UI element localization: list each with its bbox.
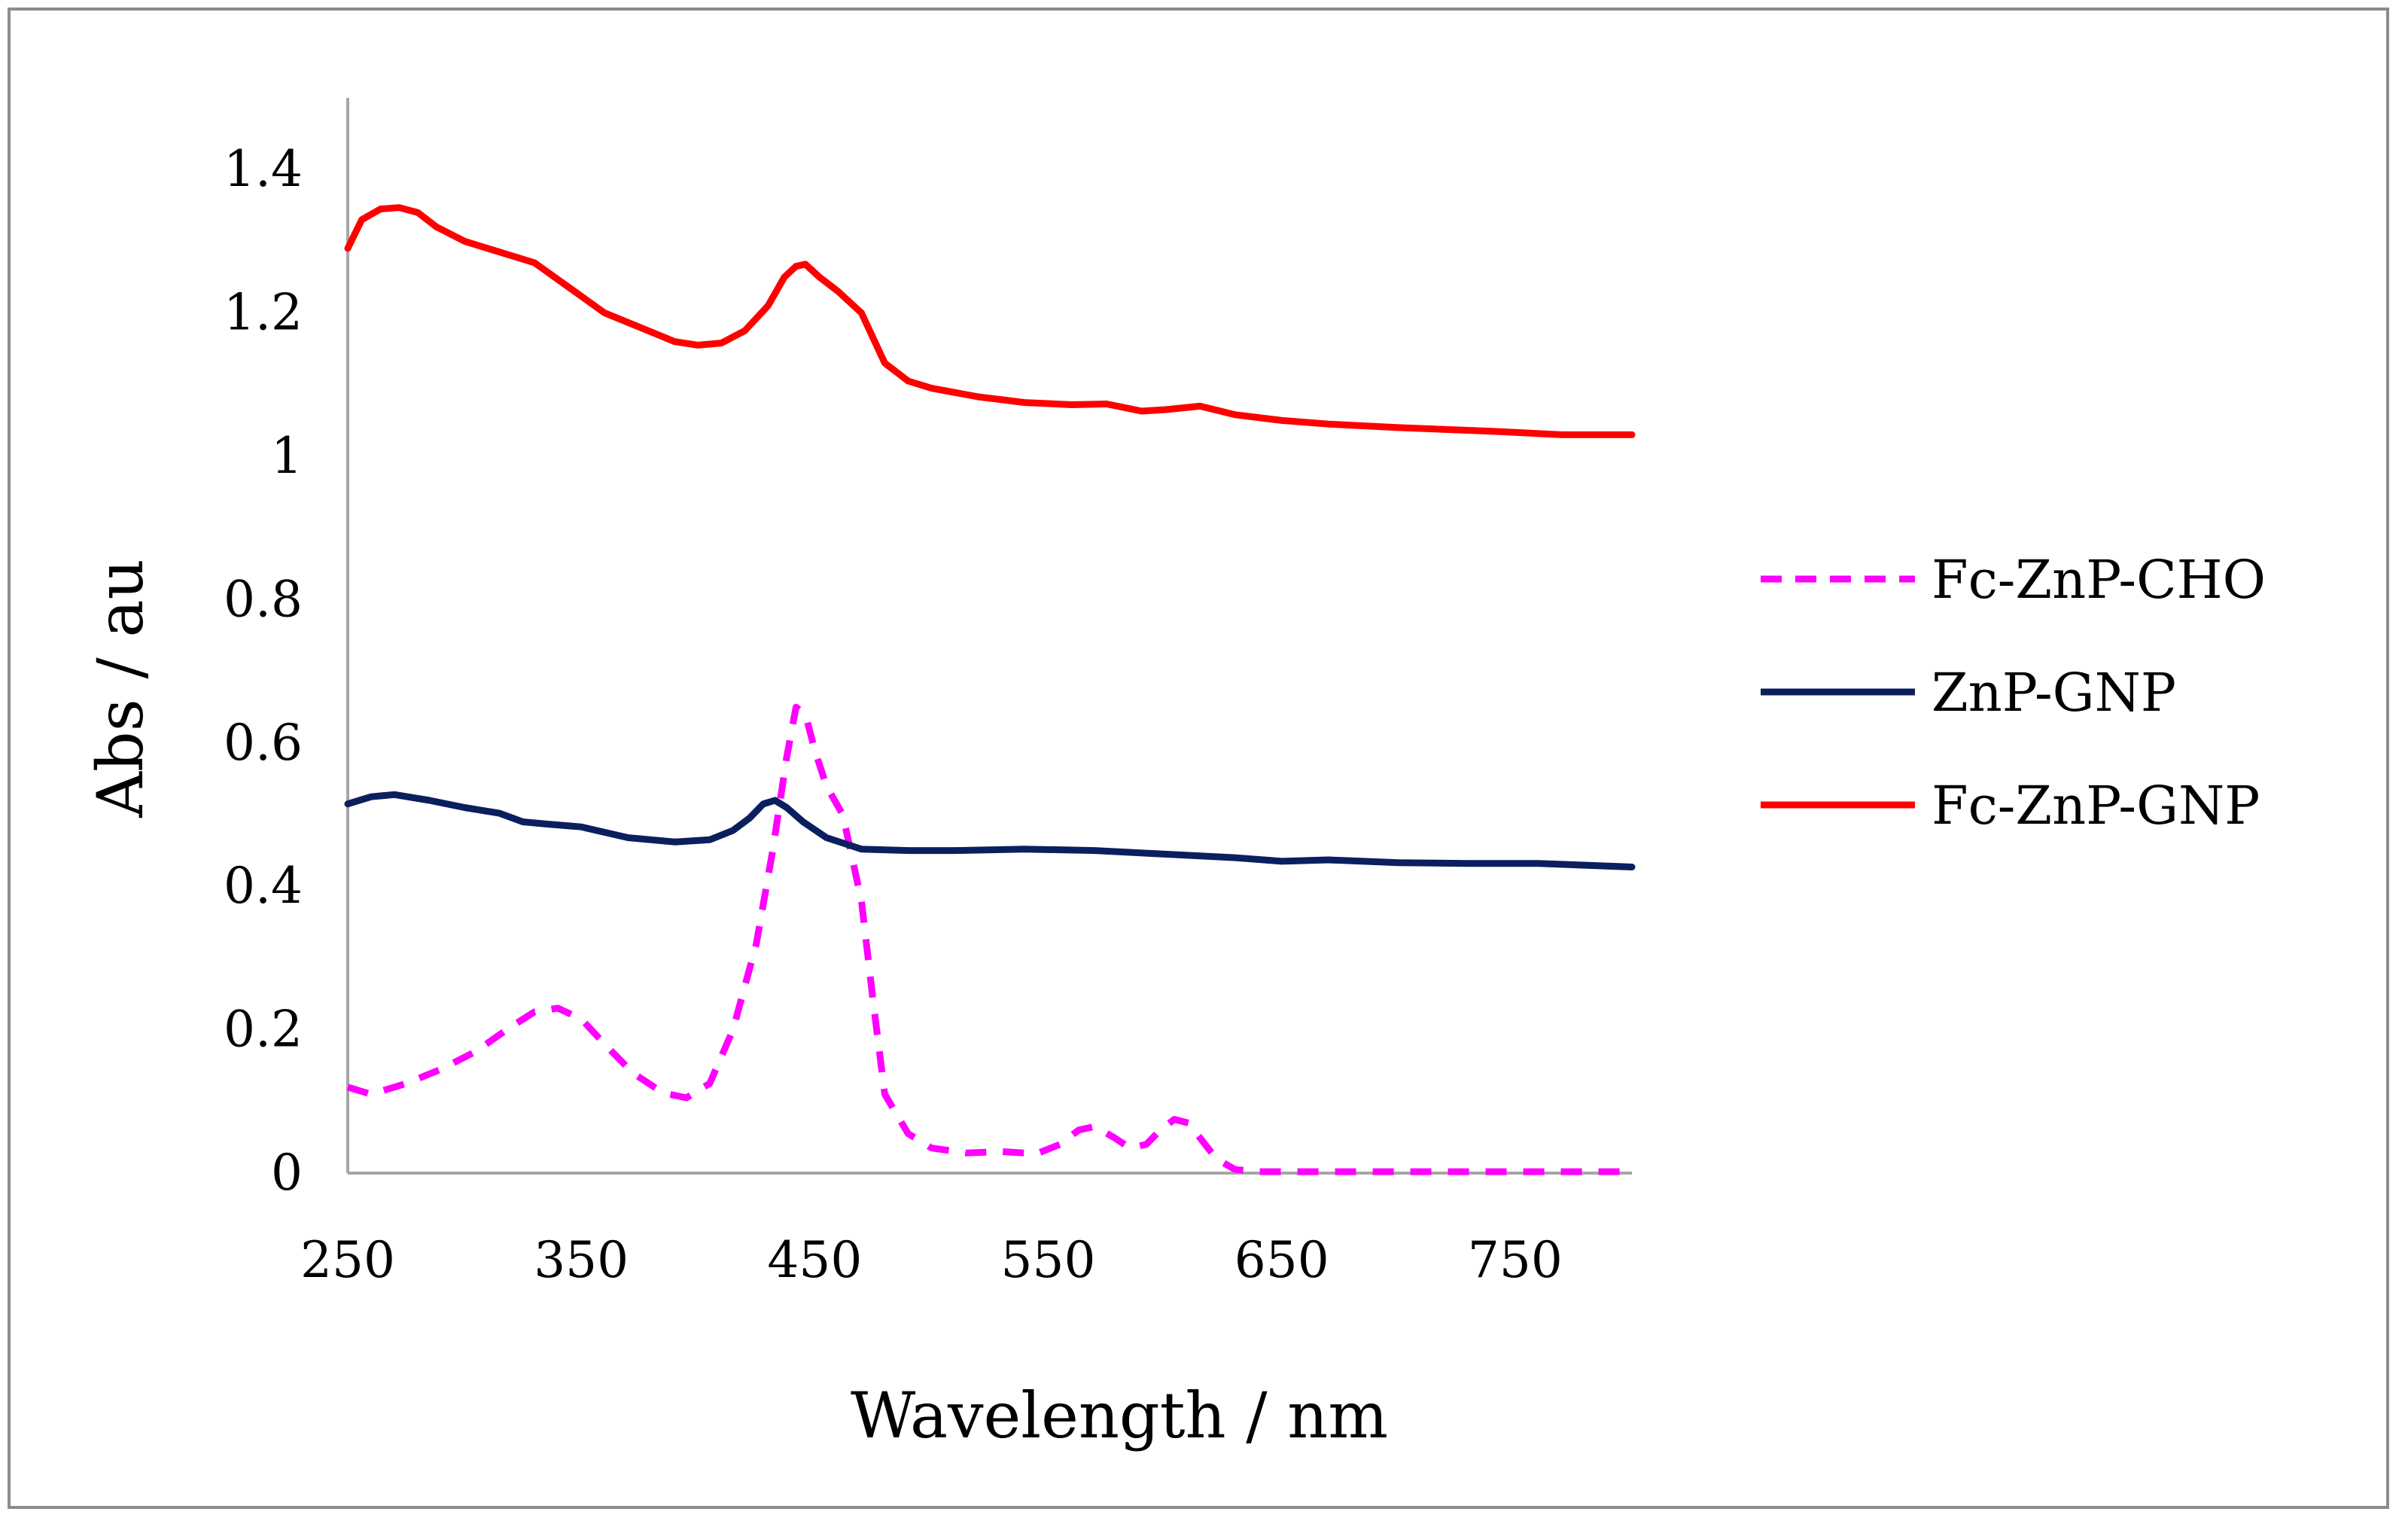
y-tick-label: 0.4 (224, 857, 303, 915)
y-tick-label: 1.2 (224, 284, 303, 342)
y-axis-title: Abs / au (84, 559, 157, 818)
y-tick-label: 1.4 (224, 140, 303, 198)
series-line-fc-znp-cho (346, 703, 1632, 1175)
x-tick-label: 650 (1234, 1231, 1329, 1289)
y-tick-label: 0.6 (224, 714, 303, 772)
x-tick-label: 550 (1001, 1231, 1096, 1289)
x-axis-title: Wavelength / nm (851, 1379, 1388, 1452)
y-tick-label: 1 (271, 427, 303, 485)
x-tick-label: 350 (534, 1231, 629, 1289)
legend-label-znp-gnp: ZnP-GNP (1932, 662, 2176, 724)
series-line-fc-znp-gnp (344, 204, 1636, 438)
x-tick-label: 750 (1468, 1231, 1563, 1289)
series-layer (344, 204, 1636, 1175)
y-tick-label: 0.2 (224, 1001, 303, 1059)
x-tick-label: 450 (767, 1231, 862, 1289)
axes: 0 0.2 0.4 0.6 0.8 1 1.2 1.4 250 350 450 550 650 750 (224, 98, 1632, 1289)
chart-svg: 0 0.2 0.4 0.6 0.8 1 1.2 1.4 250 350 450 550 650 750 F… (84, 98, 2266, 1452)
legend: Fc-ZnP-CHO ZnP-GNP Fc-ZnP-GNP (1761, 549, 2266, 837)
chart-frame: 0 0.2 0.4 0.6 0.8 1 1.2 1.4 250 350 450 550 650 750 F… (8, 8, 2389, 1509)
y-tick-label: 0 (271, 1144, 303, 1202)
legend-label-fc-znp-cho: Fc-ZnP-CHO (1932, 549, 2266, 611)
y-tick-label: 0.8 (224, 570, 303, 628)
x-tick-label: 250 (300, 1231, 395, 1289)
legend-label-fc-znp-gnp: Fc-ZnP-GNP (1932, 775, 2260, 837)
series-line-znp-gnp (344, 791, 1636, 870)
